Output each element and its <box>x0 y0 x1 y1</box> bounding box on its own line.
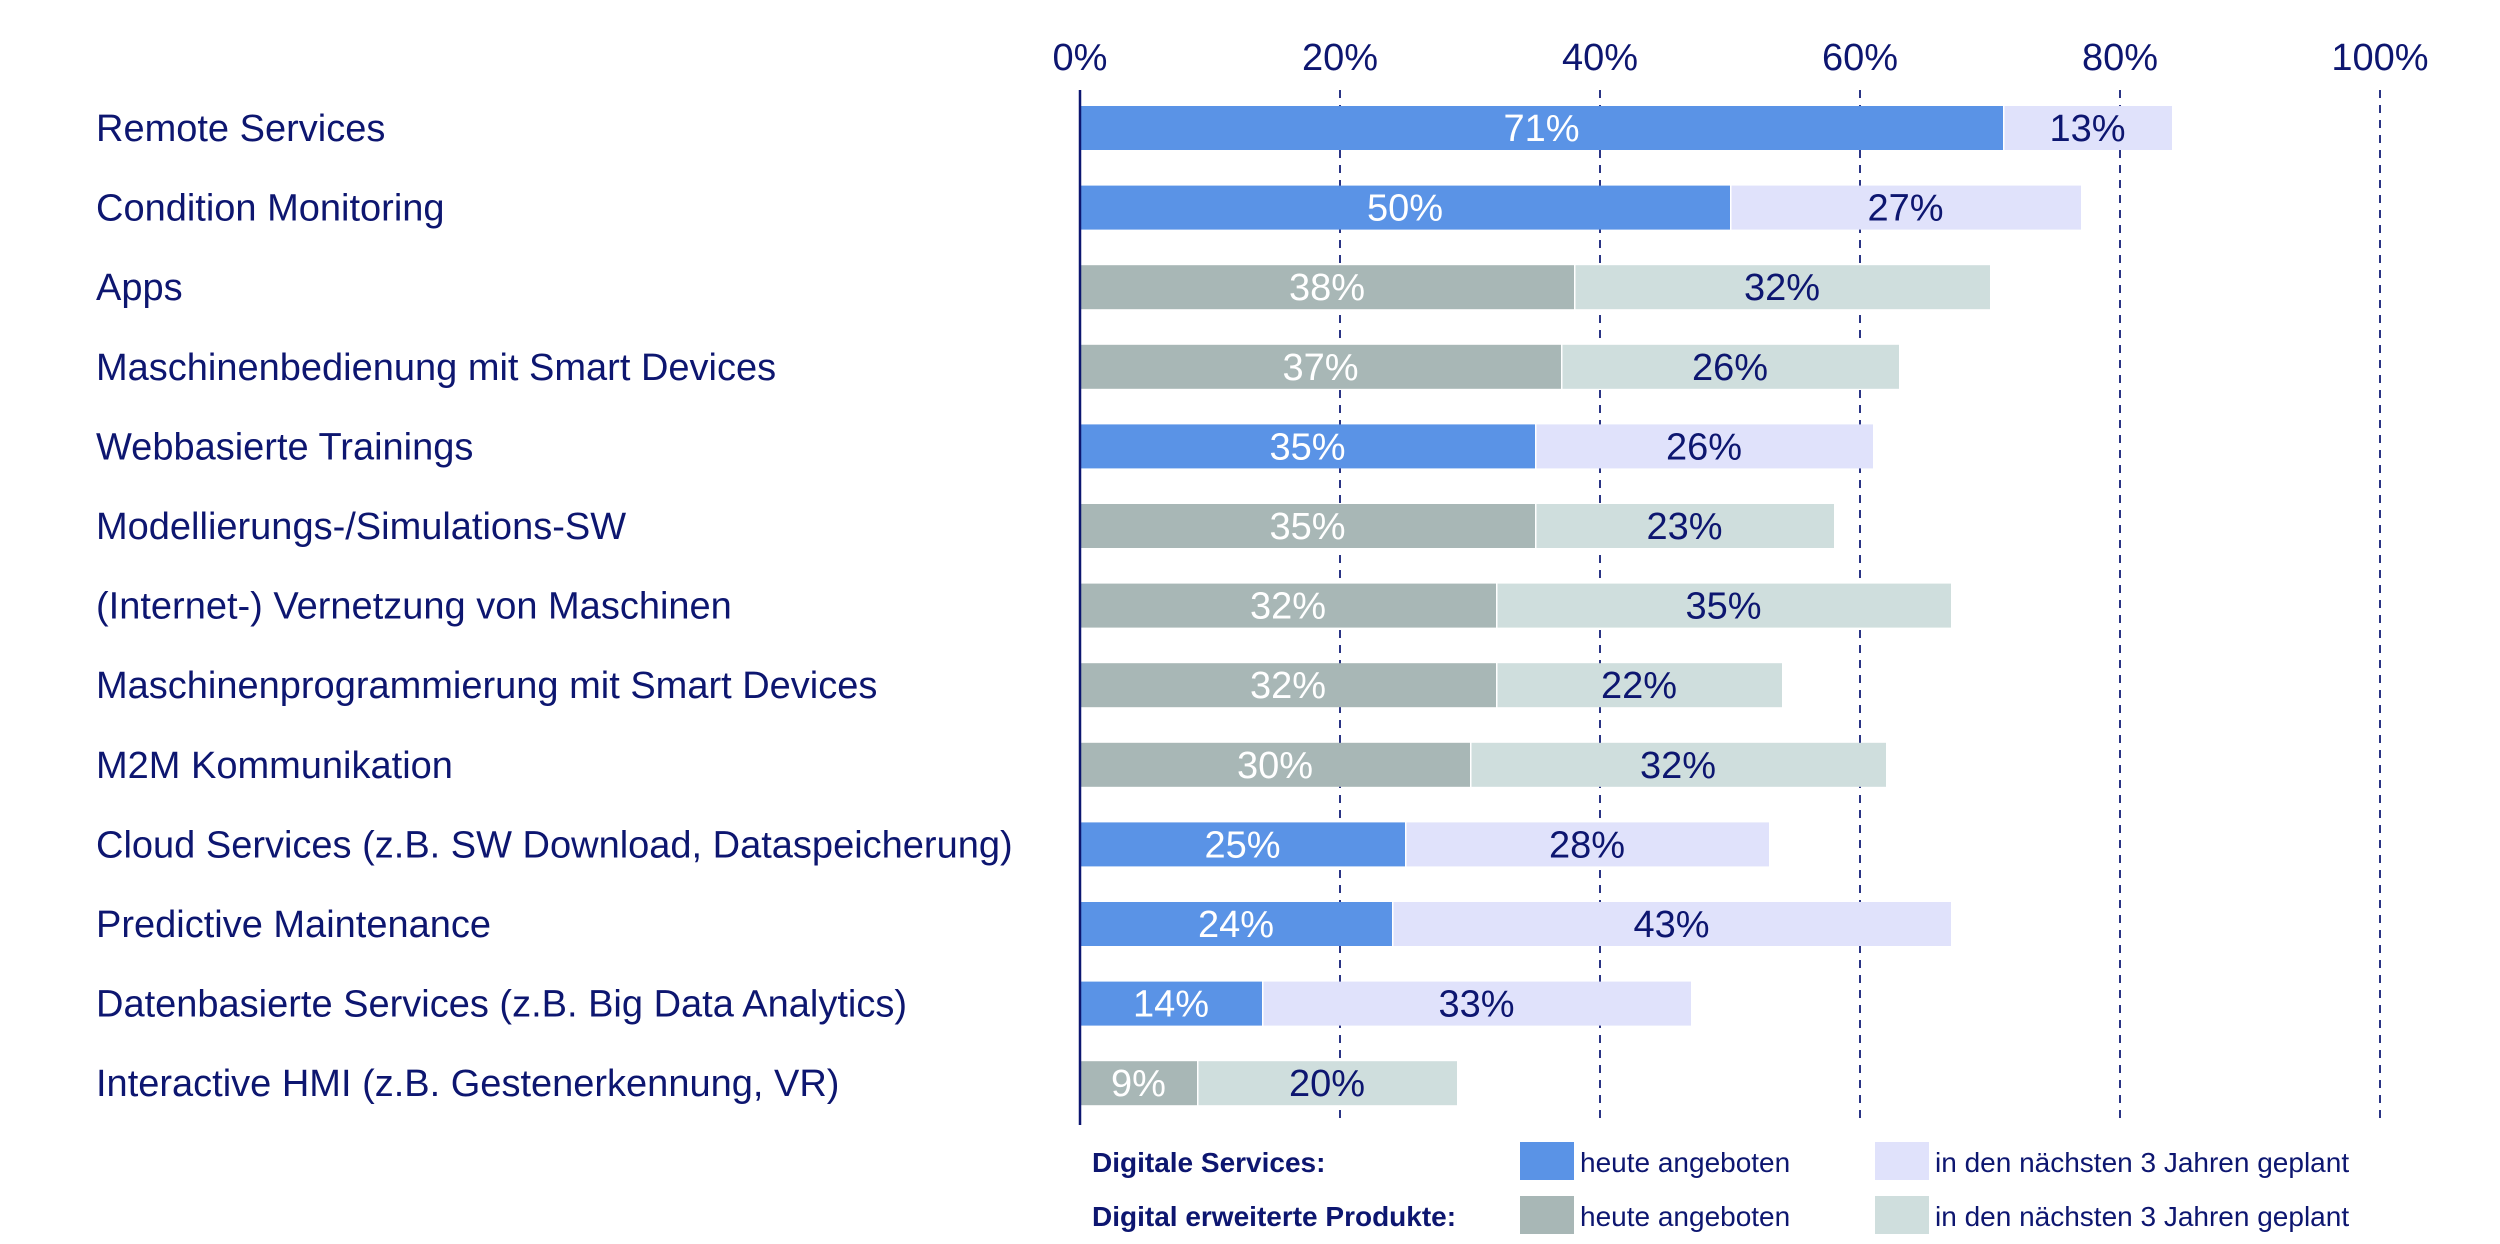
bar-planned <box>1536 504 1834 548</box>
bar-today <box>1080 902 1392 946</box>
x-axis: 0% 20% 40% 60% 80% 100% <box>1053 37 2429 1125</box>
bar-today <box>1080 504 1535 548</box>
data-label-today: 50% <box>1367 188 1443 230</box>
data-label-today: 38% <box>1289 267 1365 309</box>
legend-swatch <box>1520 1196 1574 1234</box>
bar-today <box>1080 1061 1197 1106</box>
data-label-today: 37% <box>1282 347 1358 389</box>
bar-planned <box>1471 742 1886 787</box>
bar-today <box>1080 344 1561 389</box>
legend-label: in den nächsten 3 Jahren geplant <box>1935 1147 2349 1178</box>
category-label: Condition Monitoring <box>96 188 445 230</box>
category-labels: Remote Services Condition Monitoring Apps M… <box>96 108 1013 1105</box>
data-label-planned: 22% <box>1601 665 1677 707</box>
bar-planned <box>1263 981 1691 1026</box>
category-label: Remote Services <box>96 108 385 150</box>
category-label: Maschinenprogrammierung mit Smart Device… <box>96 665 877 707</box>
legend-swatch <box>1875 1142 1929 1180</box>
data-label-planned: 32% <box>1640 745 1716 787</box>
bar-planned <box>1731 185 2081 230</box>
x-tick-label: 80% <box>2082 37 2158 79</box>
bar-planned <box>1497 583 1951 628</box>
bar-planned <box>1562 344 1899 389</box>
x-tick-label: 60% <box>1822 37 1898 79</box>
data-label-today: 32% <box>1250 665 1326 707</box>
x-tick-label: 40% <box>1562 37 1638 79</box>
category-label: M2M Kommunikation <box>96 745 453 787</box>
data-label-planned: 27% <box>1867 188 1943 230</box>
legend: Digitale Services: heute angeboten in den … <box>1092 1142 2349 1234</box>
data-label-today: 35% <box>1269 426 1345 468</box>
data-label-planned: 32% <box>1744 267 1820 309</box>
bar-planned <box>1198 1061 1457 1106</box>
bar-planned <box>1575 265 1990 310</box>
legend-swatch <box>1520 1142 1574 1180</box>
data-label-today: 30% <box>1237 745 1313 787</box>
bar-today <box>1080 663 1496 708</box>
legend-label: in den nächsten 3 Jahren geplant <box>1935 1201 2349 1232</box>
bar-today <box>1080 185 1730 230</box>
data-label-today: 14% <box>1133 984 1209 1026</box>
category-label: Interactive HMI (z.B. Gestenerkennung, V… <box>96 1063 839 1105</box>
bar-today <box>1080 583 1496 628</box>
bar-today <box>1080 742 1470 787</box>
bar-today <box>1080 424 1535 469</box>
data-label-planned: 20% <box>1289 1063 1365 1105</box>
data-label-planned: 26% <box>1666 426 1742 468</box>
data-label-today: 35% <box>1269 506 1345 548</box>
bar-today <box>1080 106 2003 150</box>
data-label-today: 25% <box>1204 824 1280 866</box>
category-label: (Internet-) Vernetzung von Maschinen <box>96 586 732 628</box>
legend-swatch <box>1875 1196 1929 1234</box>
bars: 71% 13% 50% 27% 38% 32% 37% 26% 35% 26% 35% 23% 32% 3… <box>1080 106 2172 1106</box>
category-label: Predictive Maintenance <box>96 904 491 946</box>
bar-planned <box>1497 663 1782 708</box>
bar-today <box>1080 981 1262 1026</box>
category-label: Apps <box>96 267 183 309</box>
legend-group-title: Digital erweiterte Produkte: <box>1092 1201 1456 1232</box>
data-label-today: 32% <box>1250 586 1326 628</box>
bar-planned <box>1536 424 1873 469</box>
data-label-planned: 23% <box>1646 506 1722 548</box>
category-label: Datenbasierte Services (z.B. Big Data An… <box>96 984 907 1026</box>
data-label-planned: 26% <box>1692 347 1768 389</box>
x-tick-label: 0% <box>1053 37 1108 79</box>
data-label-planned: 28% <box>1549 824 1625 866</box>
legend-label: heute angeboten <box>1580 1201 1790 1232</box>
x-tick-label: 100% <box>2331 37 2428 79</box>
x-tick-label: 20% <box>1302 37 1378 79</box>
data-label-today: 9% <box>1111 1063 1166 1105</box>
legend-group-title: Digitale Services: <box>1092 1147 1325 1178</box>
bar-planned <box>1406 822 1769 867</box>
category-label: Maschinenbedienung mit Smart Devices <box>96 347 776 389</box>
category-label: Cloud Services (z.B. SW Download, Datasp… <box>96 824 1013 866</box>
data-label-planned: 13% <box>2049 108 2125 150</box>
data-label-planned: 33% <box>1438 984 1514 1026</box>
category-label: Webbasierte Trainings <box>96 426 473 468</box>
bar-today <box>1080 265 1574 310</box>
bar-planned <box>2004 106 2172 150</box>
bar-planned <box>1393 902 1951 946</box>
data-label-planned: 43% <box>1633 904 1709 946</box>
category-label: Modellierungs-/Simulations-SW <box>96 506 626 548</box>
legend-label: heute angeboten <box>1580 1147 1790 1178</box>
data-label-planned: 35% <box>1685 586 1761 628</box>
bar-today <box>1080 822 1405 867</box>
data-label-today: 24% <box>1198 904 1274 946</box>
data-label-today: 71% <box>1503 108 1579 150</box>
